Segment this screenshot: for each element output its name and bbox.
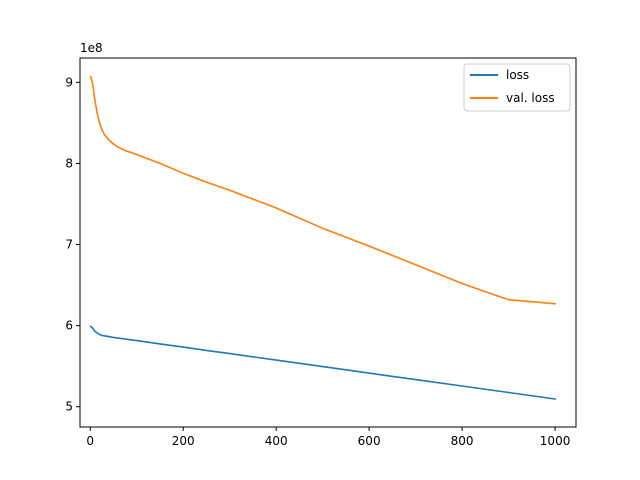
y-tick-label: 7 — [65, 238, 73, 252]
series-layer — [89, 75, 557, 400]
y-tick-label: 6 — [65, 319, 73, 333]
plot-frame — [79, 57, 577, 428]
x-tick-label: 400 — [265, 434, 288, 448]
x-tick-label: 0 — [86, 434, 94, 448]
legend-label-val-loss: val. loss — [506, 91, 555, 105]
x-axis: 0 200 400 600 800 1000 — [86, 427, 570, 448]
y-tick-label: 8 — [65, 156, 73, 170]
x-tick-label: 600 — [358, 434, 381, 448]
legend: loss val. loss — [463, 63, 571, 112]
y-tick-label: 9 — [65, 75, 73, 89]
x-tick-label: 800 — [451, 434, 474, 448]
legend-label-loss: loss — [506, 68, 529, 82]
y-tick-label: 5 — [65, 400, 73, 414]
y-axis: 5 6 7 8 9 — [65, 75, 80, 414]
x-tick-label: 200 — [172, 434, 195, 448]
y-axis-offset-label: 1e8 — [80, 41, 103, 55]
series-line-val-loss — [89, 75, 556, 305]
series-line-loss — [89, 325, 557, 400]
x-tick-label: 1000 — [540, 434, 571, 448]
